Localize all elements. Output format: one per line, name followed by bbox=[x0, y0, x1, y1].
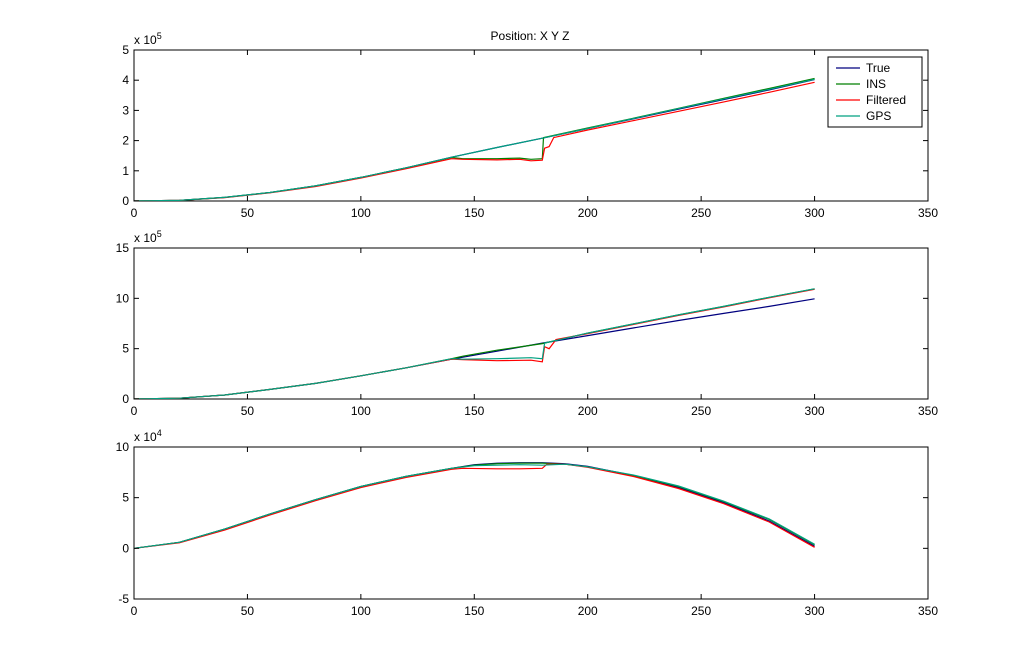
x-tick-label: 50 bbox=[241, 404, 255, 418]
y-tick-label: 1 bbox=[122, 164, 129, 178]
y-tick-label: 0 bbox=[122, 194, 129, 208]
y-multiplier-label: x 104 bbox=[134, 428, 162, 444]
x-tick-label: 150 bbox=[464, 604, 484, 618]
legend: True INS Filtered GPS bbox=[827, 56, 923, 128]
y-tick-label: 5 bbox=[122, 43, 129, 57]
legend-box bbox=[827, 56, 923, 128]
x-tick-label: 50 bbox=[241, 206, 255, 220]
axes-box bbox=[133, 49, 929, 202]
x-tick-label: 250 bbox=[691, 604, 711, 618]
y-tick-label: 3 bbox=[122, 103, 129, 117]
x-tick-label: 300 bbox=[805, 404, 825, 418]
x-tick-label: 300 bbox=[805, 206, 825, 220]
y-tick-label: 2 bbox=[122, 134, 129, 148]
y-multiplier-label: x 105 bbox=[134, 31, 162, 47]
series-line-gps bbox=[134, 78, 815, 201]
y-tick-label: 0 bbox=[122, 541, 129, 555]
x-tick-label: 150 bbox=[464, 404, 484, 418]
series-line-gps bbox=[134, 463, 815, 549]
x-tick-label: 350 bbox=[918, 206, 938, 220]
figure-title: Position: X Y Z bbox=[491, 29, 570, 43]
y-tick-label: -5 bbox=[118, 592, 129, 606]
x-tick-label: 200 bbox=[578, 604, 598, 618]
series-lines bbox=[134, 288, 815, 399]
y-tick-label: 10 bbox=[116, 440, 130, 454]
legend-label-filtered: Filtered bbox=[866, 93, 906, 107]
y-tick-label: 10 bbox=[116, 291, 130, 305]
subplot-2: 0 50 100 150 200 250 300 350 0 5 10 15 x 105 bbox=[116, 229, 939, 418]
x-tick-label: 0 bbox=[131, 206, 138, 220]
y-tick-label: 0 bbox=[122, 392, 129, 406]
x-tick-label: 200 bbox=[578, 404, 598, 418]
x-tick-label: 350 bbox=[918, 404, 938, 418]
series-lines bbox=[134, 77, 815, 201]
series-line-filtered bbox=[134, 463, 815, 549]
x-tick-label: 0 bbox=[131, 404, 138, 418]
x-tick-label: 200 bbox=[578, 206, 598, 220]
x-tick-label: 0 bbox=[131, 604, 138, 618]
y-multiplier-label: x 105 bbox=[134, 229, 162, 245]
x-tick-label: 250 bbox=[691, 404, 711, 418]
x-tick-label: 100 bbox=[351, 206, 371, 220]
y-tick-label: 4 bbox=[122, 73, 129, 87]
x-tick-label: 250 bbox=[691, 206, 711, 220]
subplot-1: 0 50 100 150 200 250 300 350 0 1 2 3 4 5 x 105 bbox=[122, 31, 938, 220]
x-tick-label: 300 bbox=[805, 604, 825, 618]
series-lines bbox=[134, 462, 815, 549]
x-tick-label: 150 bbox=[464, 206, 484, 220]
y-tick-label: 15 bbox=[116, 241, 130, 255]
series-line-gps bbox=[134, 288, 815, 399]
x-tick-label: 100 bbox=[351, 404, 371, 418]
axes-box bbox=[133, 247, 929, 400]
axes-box bbox=[133, 446, 929, 600]
y-tick-label: 5 bbox=[122, 342, 129, 356]
x-tick-label: 50 bbox=[241, 604, 255, 618]
legend-label-true: True bbox=[866, 61, 891, 75]
y-tick-label: 5 bbox=[122, 491, 129, 505]
x-tick-label: 350 bbox=[918, 604, 938, 618]
x-tick-label: 100 bbox=[351, 604, 371, 618]
legend-label-ins: INS bbox=[866, 77, 886, 91]
legend-label-gps: GPS bbox=[866, 109, 891, 123]
